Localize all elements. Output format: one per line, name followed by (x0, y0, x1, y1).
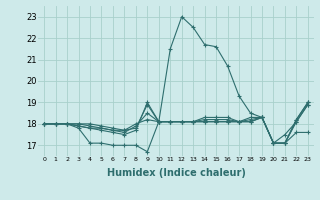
X-axis label: Humidex (Indice chaleur): Humidex (Indice chaleur) (107, 168, 245, 178)
